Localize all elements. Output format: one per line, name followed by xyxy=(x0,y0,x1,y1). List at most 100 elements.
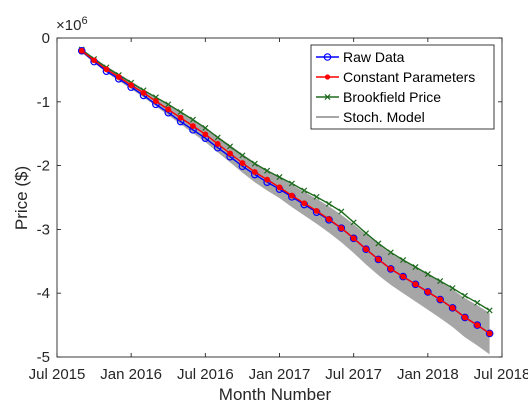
constant-parameters-marker xyxy=(140,89,147,96)
constant-parameters-marker xyxy=(152,98,159,105)
axes: Jul 2015 Jan 2016 Jul 2016 Jan 2017 Jul 2017… xyxy=(29,30,528,383)
constant-parameters-marker xyxy=(202,131,209,138)
brookfield-price-marker xyxy=(251,160,258,167)
constant-parameters-marker xyxy=(301,200,308,207)
brookfield-price-marker xyxy=(350,219,357,226)
x-tick-label: Jan 2018 xyxy=(397,366,459,383)
brookfield-price-marker xyxy=(301,187,308,194)
constant-parameters-marker xyxy=(165,106,172,113)
x-tick-label: Jan 2016 xyxy=(100,366,162,383)
x-axis-title: Month Number xyxy=(219,385,332,404)
raw-data-marker xyxy=(374,255,383,264)
brookfield-price-marker xyxy=(227,143,234,150)
brookfield-price-marker xyxy=(437,278,444,285)
constant-parameters-marker xyxy=(128,82,135,89)
brookfield-price-marker xyxy=(214,134,221,141)
brookfield-price-marker xyxy=(400,256,407,264)
constant-parameters-marker xyxy=(412,281,419,288)
constant-parameters-marker xyxy=(462,314,468,321)
x-tick-label: Jan 2017 xyxy=(249,366,311,383)
y-axis-title: Price ($) xyxy=(12,166,31,230)
brookfield-price-line xyxy=(81,48,490,311)
constant-parameters-marker xyxy=(251,169,258,175)
raw-data-marker xyxy=(485,329,494,338)
legend-label-stoch-model: Stoch. Model xyxy=(343,109,425,125)
brookfield-price-marker xyxy=(363,230,370,237)
constant-parameters-marker xyxy=(486,330,493,337)
brookfield-price-marker xyxy=(313,193,320,200)
brookfield-price-marker xyxy=(325,200,332,207)
raw-data-marker xyxy=(349,234,358,243)
stoch-model-band xyxy=(81,48,490,355)
brookfield-price-marker xyxy=(461,292,468,299)
x-tick-label: Jul 2018 xyxy=(474,366,528,383)
constant-parameters-marker xyxy=(103,66,110,73)
constant-parameters-marker xyxy=(239,160,246,166)
legend-marker-constant-parameters xyxy=(324,74,331,80)
brookfield-price-marker xyxy=(177,108,184,116)
constant-parameters-marker xyxy=(350,235,357,242)
constant-parameters-marker xyxy=(387,266,394,272)
plot-area xyxy=(77,46,494,355)
brookfield-price-marker xyxy=(276,174,283,181)
constant-parameters-marker xyxy=(326,216,332,223)
brookfield-price-marker xyxy=(424,271,431,278)
y-exponent-base: ×10 xyxy=(56,17,81,34)
constant-parameters-marker xyxy=(375,256,382,263)
x-tick-label: Jul 2017 xyxy=(325,366,382,383)
legend-box xyxy=(310,44,495,130)
constant-parameters-marker xyxy=(78,47,85,54)
brookfield-price-marker xyxy=(239,152,246,159)
brookfield-price-marker xyxy=(375,240,382,247)
brookfield-price-marker xyxy=(288,180,295,187)
y-tick-label: -4 xyxy=(37,285,50,302)
legend-marker-raw-data xyxy=(323,53,332,61)
x-tick-label: Jul 2016 xyxy=(177,366,234,383)
constant-parameters-marker xyxy=(288,192,295,199)
constant-parameters-marker xyxy=(91,57,97,64)
brookfield-price-marker xyxy=(264,167,271,174)
raw-data-marker xyxy=(399,272,407,281)
brookfield-price-marker xyxy=(189,116,196,123)
brookfield-price-marker xyxy=(474,299,481,306)
brookfield-price-marker xyxy=(202,124,209,131)
raw-data-marker xyxy=(77,46,86,55)
brookfield-price-marker xyxy=(412,264,419,271)
y-tick-label: -2 xyxy=(37,158,50,175)
constant-parameters-marker xyxy=(190,123,196,129)
raw-data-marker xyxy=(386,265,395,273)
constant-parameters-marker xyxy=(474,322,481,328)
constant-parameters-marker xyxy=(449,304,456,311)
raw-data-marker xyxy=(337,224,346,232)
y-exponent-label: ×106 xyxy=(56,15,88,34)
legend: Raw Data Constant Parameters Brookfield Pr… xyxy=(310,44,495,130)
constant-parameters-marker xyxy=(338,225,345,232)
brookfield-price-marker xyxy=(387,249,394,256)
raw-data-marker xyxy=(461,313,469,322)
raw-data-marker xyxy=(424,288,432,296)
x-tick-label: Jul 2015 xyxy=(29,366,86,383)
brookfield-price-marker xyxy=(165,101,172,108)
constant-parameters-marker xyxy=(177,114,184,121)
constant-parameters-marker xyxy=(214,141,221,147)
legend-label-raw-data: Raw Data xyxy=(343,49,405,65)
y-tick-label: -5 xyxy=(37,349,50,366)
constant-parameters-marker xyxy=(400,273,407,280)
constant-parameters-marker xyxy=(115,74,122,80)
constant-parameters-marker xyxy=(313,207,320,214)
raw-data-marker xyxy=(473,321,482,329)
constant-parameters-marker xyxy=(264,176,271,183)
legend-label-brookfield-price: Brookfield Price xyxy=(343,89,441,105)
raw-data-marker xyxy=(448,304,457,312)
y-exponent-power: 6 xyxy=(81,15,87,27)
constant-parameters-marker xyxy=(363,246,369,253)
constant-parameters-marker xyxy=(437,296,444,303)
y-tick-label: -1 xyxy=(37,94,50,111)
constant-parameters-marker xyxy=(424,289,431,295)
constant-parameters-marker xyxy=(227,150,233,157)
y-tick-label: -3 xyxy=(37,221,50,238)
raw-data-marker xyxy=(436,295,444,304)
raw-data-marker xyxy=(362,245,370,253)
legend-label-constant-parameters: Constant Parameters xyxy=(343,69,475,85)
